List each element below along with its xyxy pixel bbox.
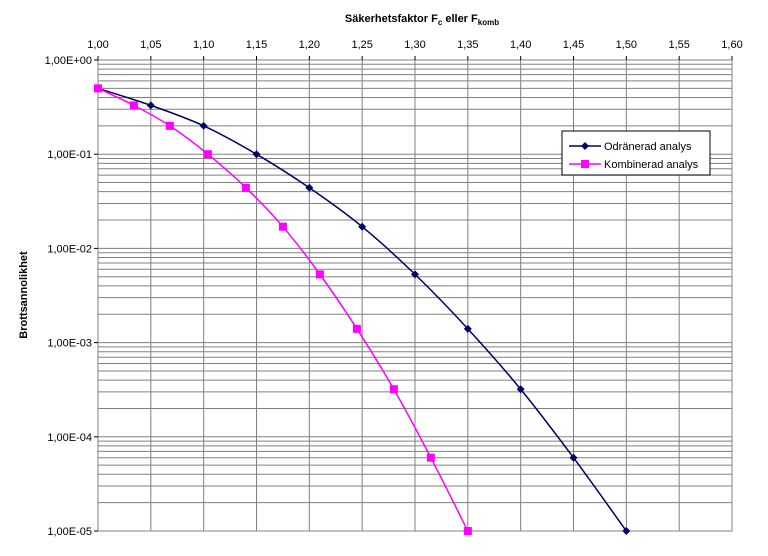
series-line [97, 87, 627, 532]
x-tick-label: 1,60 [721, 39, 742, 51]
legend-marker [581, 142, 589, 150]
x-tick-label: 1,05 [140, 39, 161, 51]
x-tick-label: 1,00 [87, 39, 108, 51]
y-tick-label: 1,00E-03 [47, 338, 92, 350]
data-point [241, 183, 250, 192]
data-point [516, 385, 525, 394]
legend: Odränerad analys Kombinerad analys [561, 130, 711, 176]
data-point [622, 527, 631, 535]
y-axis-title: Brottsannolikhet [18, 251, 30, 339]
y-tick-label: 1,00E+00 [45, 55, 92, 67]
series-1 [94, 84, 631, 535]
x-tick-label: 1,10 [193, 39, 214, 51]
y-tick-label: 1,00E-05 [47, 526, 92, 538]
data-point [463, 527, 472, 535]
legend-label: Kombinerad analys [604, 159, 699, 171]
y-tick-label: 1,00E-04 [47, 432, 92, 444]
series-2 [94, 84, 472, 535]
x-axis-title-sub1: c [438, 18, 443, 27]
data-point [94, 84, 102, 93]
series-layer [94, 84, 631, 535]
data-point [305, 183, 314, 192]
x-tick-label: 1,35 [457, 39, 478, 51]
data-point [203, 150, 212, 159]
data-point [199, 121, 208, 130]
legend-marker [581, 160, 589, 168]
data-point [252, 150, 261, 159]
x-axis-title: Säkerhetsfaktor Fc eller Fkomb [345, 13, 499, 27]
data-point [129, 101, 138, 110]
legend-label: Odränerad analys [604, 141, 692, 153]
y-axis: 1,00E+00 1,00E-01 1,00E-02 1,00E-03 1,00E-04… [45, 55, 98, 538]
x-axis: 1,00 1,05 1,10 1,15 1,20 1,25 1,30 1,35 1,40 1,45… [87, 39, 743, 60]
data-point [569, 453, 578, 462]
data-point [426, 453, 435, 462]
x-axis-title-sub2: komb [478, 18, 499, 27]
data-point [315, 270, 324, 279]
x-axis-title-main: Säkerhetsfaktor F [345, 13, 438, 25]
y-tick-label: 1,00E-01 [47, 149, 92, 161]
x-tick-label: 1,25 [351, 39, 372, 51]
data-point [146, 101, 155, 110]
data-point [463, 324, 472, 333]
data-point [358, 222, 367, 231]
x-tick-label: 1,55 [668, 39, 689, 51]
x-tick-label: 1,50 [616, 39, 637, 51]
data-point [389, 385, 398, 394]
series-line [97, 87, 469, 532]
y-tick-label: 1,00E-02 [47, 243, 92, 255]
data-point [352, 324, 361, 333]
x-tick-label: 1,30 [404, 39, 425, 51]
x-tick-label: 1,20 [299, 39, 320, 51]
data-point [165, 121, 174, 130]
x-tick-label: 1,40 [510, 39, 531, 51]
x-tick-label: 1,15 [246, 39, 267, 51]
data-point [278, 222, 287, 231]
x-tick-label: 1,45 [563, 39, 584, 51]
data-point [411, 270, 419, 279]
x-axis-title-mid: eller F [442, 13, 478, 25]
